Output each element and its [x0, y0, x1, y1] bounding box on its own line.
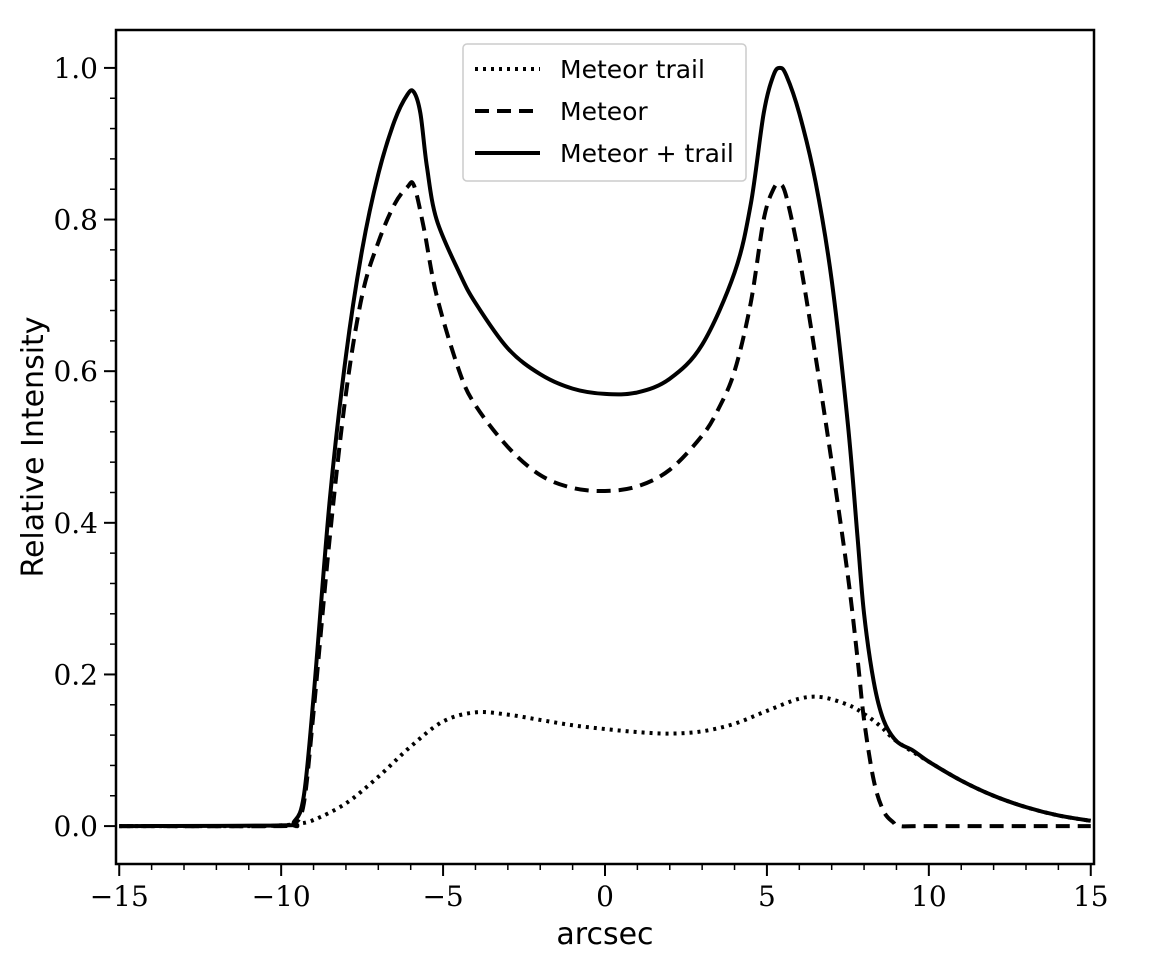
- x-tick-label: 5: [758, 880, 776, 913]
- y-tick-label: 0.0: [53, 810, 98, 843]
- y-axis-ticks: 0.0 0.2 0.4 0.6 0.8 1.0: [53, 52, 116, 843]
- x-axis-title: arcsec: [556, 917, 653, 952]
- x-tick-label: −5: [422, 880, 463, 913]
- legend-label: Meteor trail: [560, 55, 705, 84]
- x-axis-ticks: −15 −10 −5 0 5 10 15: [90, 864, 1109, 913]
- legend-label: Meteor + trail: [560, 139, 734, 168]
- x-tick-label: 15: [1073, 880, 1109, 913]
- legend-label: Meteor: [560, 97, 648, 126]
- legend-box: [462, 43, 747, 182]
- legend: Meteor trail Meteor Meteor + trail: [462, 43, 747, 182]
- series-line-1: [119, 694, 1092, 829]
- y-tick-label: 0.4: [53, 507, 98, 540]
- y-tick-label: 0.2: [53, 658, 98, 691]
- x-tick-label: −10: [252, 880, 311, 913]
- series-line-3: [119, 65, 1092, 829]
- y-tick-label: 0.8: [53, 204, 98, 237]
- plot-area: [119, 65, 1092, 829]
- y-axis-title: Relative Intensity: [16, 316, 51, 577]
- series-line-2: [119, 180, 1091, 829]
- plot-frame: [114, 28, 1096, 866]
- x-tick-label: −15: [90, 880, 149, 913]
- y-tick-label: 1.0: [53, 52, 98, 85]
- y-tick-label: 0.6: [53, 355, 98, 388]
- x-tick-label: 10: [911, 880, 947, 913]
- x-tick-label: 0: [596, 880, 614, 913]
